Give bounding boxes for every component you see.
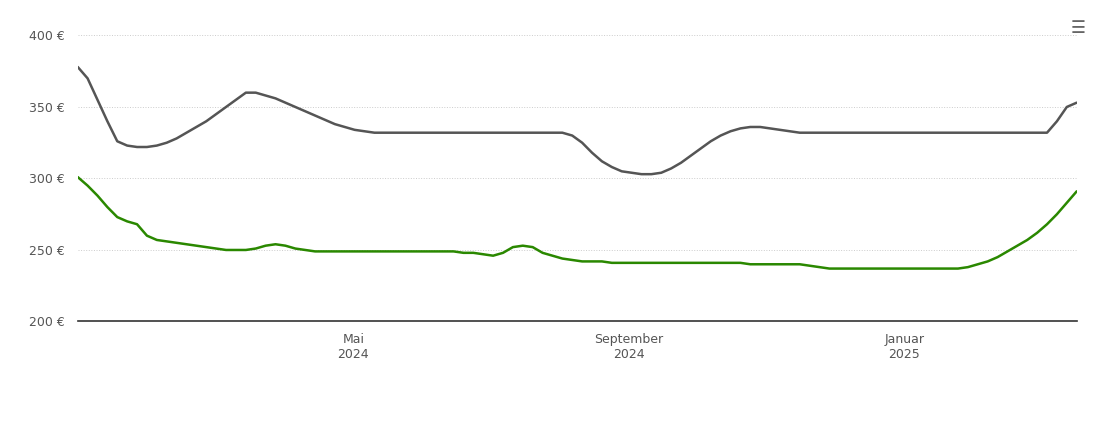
Legend: lose Ware, Sackware: lose Ware, Sackware [477,418,677,423]
Text: ☰: ☰ [1071,19,1086,37]
